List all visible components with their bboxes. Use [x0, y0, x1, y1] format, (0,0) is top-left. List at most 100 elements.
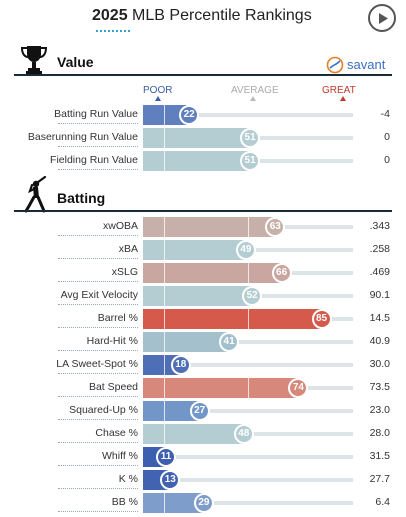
row-divider — [58, 281, 138, 282]
percentile-row[interactable]: Squared-Up % 27 23.0 — [0, 400, 406, 422]
metric-value: 30.0 — [369, 358, 390, 370]
bar-tick — [164, 217, 165, 237]
metric-label: Avg Exit Velocity — [60, 289, 138, 301]
metric-label: Baserunning Run Value — [27, 131, 138, 143]
percentile-badge: 85 — [311, 309, 332, 329]
page-title: 2025 MLB Percentile Rankings — [92, 7, 312, 25]
percentile-bar — [143, 217, 276, 237]
percentile-bar — [143, 424, 244, 444]
percentile-row[interactable]: BB % 29 6.4 — [0, 492, 406, 514]
bar-tick — [164, 151, 165, 171]
percentile-bar — [143, 401, 200, 421]
percentile-badge: 27 — [189, 401, 210, 421]
metric-label: Chase % — [95, 427, 138, 439]
percentile-row[interactable]: Bat Speed 74 73.5 — [0, 377, 406, 399]
percentile-row[interactable]: Baserunning Run Value 51 0 — [0, 127, 406, 149]
percentile-row[interactable]: Batting Run Value 22 -4 — [0, 104, 406, 126]
percentile-bar — [143, 286, 253, 306]
percentile-track — [143, 501, 353, 505]
bar-tick — [248, 217, 249, 237]
row-divider — [58, 146, 138, 147]
metric-value: .343 — [369, 220, 390, 232]
bar-tick — [164, 401, 165, 421]
legend-great-arrow-icon — [340, 96, 346, 101]
batting-section-title: Batting — [57, 190, 106, 206]
metric-label: BB % — [111, 496, 138, 508]
percentile-badge: 66 — [271, 263, 292, 283]
bar-tick — [248, 378, 249, 398]
row-divider — [58, 442, 138, 443]
metric-value: 40.9 — [369, 335, 390, 347]
row-divider — [58, 373, 138, 374]
savant-logo-icon — [326, 56, 344, 74]
row-divider — [58, 465, 138, 466]
percentile-row[interactable]: Fielding Run Value 51 0 — [0, 150, 406, 172]
percentile-badge: 48 — [233, 424, 254, 444]
legend-poor: POOR — [143, 85, 173, 96]
percentile-badge: 22 — [179, 105, 200, 125]
percentile-row[interactable]: Chase % 48 28.0 — [0, 423, 406, 445]
batter-icon — [20, 175, 50, 213]
batting-section-header: Batting — [0, 175, 406, 213]
play-icon — [379, 13, 388, 24]
percentile-bar — [143, 332, 230, 352]
percentile-bar — [143, 151, 251, 171]
metric-value: 31.5 — [369, 450, 390, 462]
metric-value: 0 — [384, 154, 390, 166]
row-divider — [58, 123, 138, 124]
percentile-row[interactable]: xSLG 66 .469 — [0, 262, 406, 284]
row-divider — [58, 169, 138, 170]
percentile-row[interactable]: K % 13 27.7 — [0, 469, 406, 491]
title-year: 2025 — [92, 7, 128, 24]
metric-value: 6.4 — [375, 496, 390, 508]
metric-label: K % — [118, 473, 138, 485]
percentile-badge: 51 — [240, 128, 261, 148]
bar-tick — [164, 424, 165, 444]
bar-tick — [164, 355, 165, 375]
value-section-title: Value — [57, 54, 94, 70]
metric-value: 23.0 — [369, 404, 390, 416]
percentile-track — [143, 340, 353, 344]
percentile-row[interactable]: Avg Exit Velocity 52 90.1 — [0, 285, 406, 307]
title-underline — [96, 30, 130, 32]
percentile-badge: 18 — [170, 355, 191, 375]
metric-value: .469 — [369, 266, 390, 278]
percentile-row[interactable]: Hard-Hit % 41 40.9 — [0, 331, 406, 353]
percentile-track — [143, 455, 353, 459]
row-divider — [58, 396, 138, 397]
play-button[interactable] — [368, 4, 396, 32]
percentile-row[interactable]: Barrel % 85 14.5 — [0, 308, 406, 330]
metric-value: .258 — [369, 243, 390, 255]
bar-tick — [164, 105, 165, 125]
legend-average-arrow-icon — [250, 96, 256, 101]
percentile-badge: 51 — [240, 151, 261, 171]
metric-label: Squared-Up % — [69, 404, 138, 416]
value-section-header: Value — [0, 44, 406, 78]
row-divider — [58, 419, 138, 420]
metric-label: Whiff % — [102, 450, 138, 462]
metric-label: Fielding Run Value — [50, 154, 138, 166]
percentile-badge: 49 — [235, 240, 256, 260]
percentile-row[interactable]: LA Sweet-Spot % 18 30.0 — [0, 354, 406, 376]
row-divider — [58, 258, 138, 259]
percentile-row[interactable]: xBA 49 .258 — [0, 239, 406, 261]
percentile-bar — [143, 263, 282, 283]
title-text: MLB Percentile Rankings — [132, 7, 312, 24]
percentile-row[interactable]: Whiff % 11 31.5 — [0, 446, 406, 468]
percentile-bar — [143, 240, 246, 260]
metric-label: xSLG — [111, 266, 138, 278]
row-divider — [58, 327, 138, 328]
metric-label: xBA — [118, 243, 138, 255]
percentile-badge: 41 — [219, 332, 240, 352]
savant-label: savant — [347, 57, 386, 72]
percentile-row[interactable]: xwOBA 63 .343 — [0, 216, 406, 238]
legend-poor-arrow-icon — [155, 96, 161, 101]
value-section-divider — [14, 74, 392, 76]
metric-value: -4 — [380, 108, 390, 120]
metric-value: 27.7 — [369, 473, 390, 485]
legend-great: GREAT — [322, 85, 356, 96]
legend-average: AVERAGE — [231, 85, 279, 96]
bar-tick — [164, 240, 165, 260]
percentile-track — [143, 409, 353, 413]
trophy-icon — [20, 44, 50, 78]
